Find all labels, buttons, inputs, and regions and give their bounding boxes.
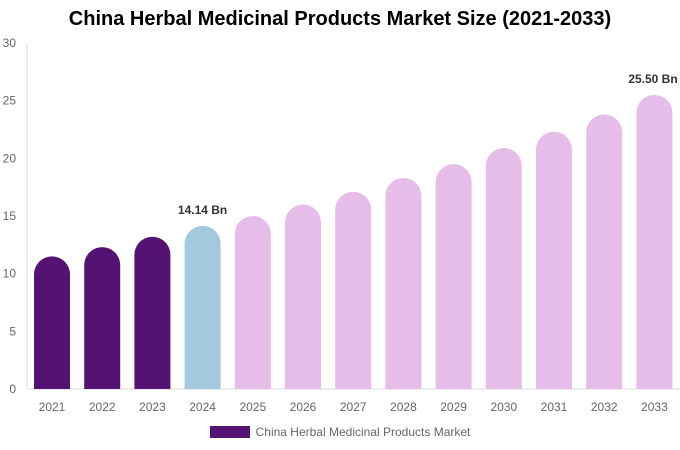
- bar-2033: [636, 94, 673, 389]
- x-tick-label: 2024: [189, 400, 216, 414]
- data-label: 14.14 Bn: [178, 203, 227, 217]
- y-tick-label: 25: [3, 94, 17, 108]
- x-tick-label: 2025: [239, 400, 266, 414]
- x-tick-label: 2022: [89, 400, 116, 414]
- x-tick-label: 2028: [390, 400, 417, 414]
- bar-2028: [385, 177, 422, 389]
- bar-2022: [84, 247, 121, 389]
- y-tick-label: 30: [3, 36, 17, 50]
- bar-2030: [485, 147, 522, 389]
- x-tick-label: 2033: [641, 400, 668, 414]
- bar-2029: [435, 164, 472, 389]
- x-tick-label: 2026: [290, 400, 317, 414]
- y-tick-label: 5: [9, 324, 16, 338]
- bar-2025: [234, 216, 271, 389]
- bar-2026: [285, 204, 321, 389]
- legend: China Herbal Medicinal Products Market: [0, 425, 680, 439]
- chart-title: China Herbal Medicinal Products Market S…: [68, 8, 612, 30]
- x-tick-label: 2027: [340, 400, 367, 414]
- bar-2023: [134, 236, 171, 389]
- x-tick-label: 2029: [440, 400, 467, 414]
- data-label: 25.50 Bn: [628, 72, 677, 86]
- bar-2024: [184, 225, 221, 389]
- y-tick-label: 15: [3, 209, 17, 223]
- legend-swatch: [209, 426, 250, 438]
- legend-label: China Herbal Medicinal Products Market: [255, 425, 471, 439]
- x-tick-label: 2023: [139, 400, 166, 414]
- x-tick-label: 2031: [541, 400, 568, 414]
- y-tick-label: 20: [3, 151, 17, 165]
- x-tick-label: 2030: [490, 400, 517, 414]
- bar-2032: [586, 114, 623, 390]
- x-tick-label: 2021: [39, 400, 66, 414]
- bar-2021: [34, 256, 70, 389]
- bar-2031: [536, 131, 572, 389]
- y-tick-label: 10: [3, 267, 17, 281]
- x-tick-label: 2032: [591, 400, 618, 414]
- bar-2027: [335, 191, 372, 389]
- y-tick-label: 0: [9, 382, 16, 396]
